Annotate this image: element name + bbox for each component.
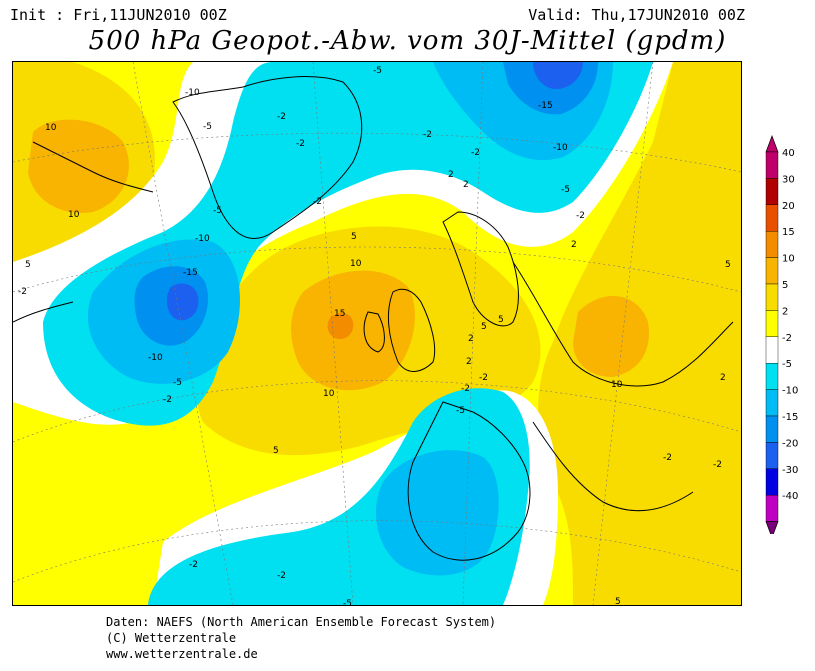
contour-label: -2 <box>663 453 672 463</box>
legend-label: -15 <box>782 412 798 423</box>
contour-label: -2 <box>713 460 722 470</box>
contour-label: -5 <box>173 378 182 388</box>
legend-label: -5 <box>782 359 792 370</box>
contour-label: 10 <box>350 259 362 269</box>
legend-swatch <box>765 415 779 443</box>
legend-swatch <box>765 310 779 337</box>
contour-label: 5 <box>725 260 731 270</box>
legend-swatch <box>765 230 779 258</box>
legend-bottom-arrow <box>765 521 779 539</box>
anomaly-area-minus15-west <box>166 283 199 321</box>
contour-label: -2 <box>277 112 286 122</box>
graticule <box>13 62 741 605</box>
legend-label: 2 <box>782 306 788 317</box>
legend-swatch <box>765 151 779 179</box>
legend-label: -2 <box>782 333 792 344</box>
contour-label: 10 <box>611 380 623 390</box>
legend-label: 10 <box>782 254 795 265</box>
contour-label: 5 <box>615 597 621 605</box>
legend-label: 5 <box>782 280 788 291</box>
legend-label: 15 <box>782 227 795 238</box>
contour-label: -2 <box>189 560 198 570</box>
footer-source: Daten: NAEFS (North American Ensemble Fo… <box>106 615 497 629</box>
legend-swatch <box>765 442 779 469</box>
contour-label: -10 <box>553 143 568 153</box>
legend-label: -10 <box>782 386 798 397</box>
contour-label: -15 <box>183 268 198 278</box>
legend-label: 30 <box>782 174 795 185</box>
map-title: 500 hPa Geopot.-Abw. vom 30J-Mittel (gpd… <box>88 26 727 56</box>
legend-label: -40 <box>782 491 798 502</box>
contour-label: -2 <box>296 139 305 149</box>
contour-label: -5 <box>373 66 382 76</box>
legend-top-arrow <box>765 135 779 153</box>
contour-label: -15 <box>538 101 553 111</box>
legend-label: -30 <box>782 465 798 476</box>
anomaly-map: 10 10 5 -2 -10 -5 -2 -2 -5 -15 -10 -5 -2… <box>12 61 742 606</box>
anomaly-area-plus10-east <box>573 295 649 377</box>
legend-label: -20 <box>782 438 798 449</box>
contour-label: 10 <box>45 123 57 133</box>
legend-swatch <box>765 283 779 311</box>
legend-swatch <box>765 468 779 496</box>
contour-label: 5 <box>498 315 504 325</box>
contour-label: -2 <box>479 373 488 383</box>
contour-label: -2 <box>461 384 470 394</box>
anomaly-area-plus10-west <box>28 119 129 213</box>
contour-label: -2 <box>18 287 27 297</box>
contour-label: 5 <box>351 232 357 242</box>
contour-label: 2 <box>468 334 474 344</box>
legend-swatch <box>765 362 779 390</box>
legend-swatch <box>765 389 779 417</box>
contour-label: -2 <box>313 197 322 207</box>
contour-label: -2 <box>471 148 480 158</box>
contour-label: -10 <box>148 353 163 363</box>
contour-label: 10 <box>68 210 80 220</box>
contour-label: 5 <box>273 446 279 456</box>
anomaly-area-plus15 <box>327 312 354 340</box>
footer-copyright: (C) Wetterzentrale <box>106 631 237 645</box>
contour-label: -2 <box>576 211 585 221</box>
contour-label: 2 <box>466 357 472 367</box>
anomaly-area-minus15-north <box>533 62 583 90</box>
contour-label: -10 <box>195 234 210 244</box>
contour-label: 15 <box>334 309 345 319</box>
contour-label: -5 <box>213 206 222 216</box>
contour-label: 2 <box>463 180 469 190</box>
contour-label: -10 <box>185 88 200 98</box>
contour-label: 2 <box>720 373 726 383</box>
contour-label: 2 <box>448 170 454 180</box>
contour-label: 5 <box>481 322 487 332</box>
contour-label: -2 <box>163 395 172 405</box>
contour-label: -2 <box>277 571 286 581</box>
coastlines <box>13 76 734 561</box>
valid-time: Valid: Thu,17JUN2010 00Z <box>528 6 745 24</box>
contour-label: -5 <box>456 406 465 416</box>
init-time: Init : Fri,11JUN2010 00Z <box>10 6 227 24</box>
legend-swatch <box>765 495 779 522</box>
contour-label: -2 <box>423 130 432 140</box>
contour-label: -5 <box>343 599 352 605</box>
color-legend: 40 30 20 15 10 5 2 -2 -5 -10 -15 -20 -30 -40 <box>760 134 815 539</box>
contour-label: -5 <box>203 122 212 132</box>
legend-swatch <box>765 257 779 285</box>
contour-label: -5 <box>561 185 570 195</box>
contour-label: 10 <box>323 389 335 399</box>
contour-labels: 10 10 5 -2 -10 -5 -2 -2 -5 -15 -10 -5 -2… <box>18 66 731 605</box>
legend-swatch <box>765 336 779 364</box>
legend-swatch <box>765 178 779 206</box>
anomaly-area-plus10-central <box>291 270 415 391</box>
contour-label: 2 <box>571 240 577 250</box>
legend-label: 40 <box>782 148 795 159</box>
anomaly-area-minus5-south <box>375 450 499 576</box>
legend-swatch <box>765 204 779 232</box>
legend-label: 20 <box>782 201 795 212</box>
contour-label: 5 <box>25 260 31 270</box>
footer-url: www.wetterzentrale.de <box>106 647 258 661</box>
